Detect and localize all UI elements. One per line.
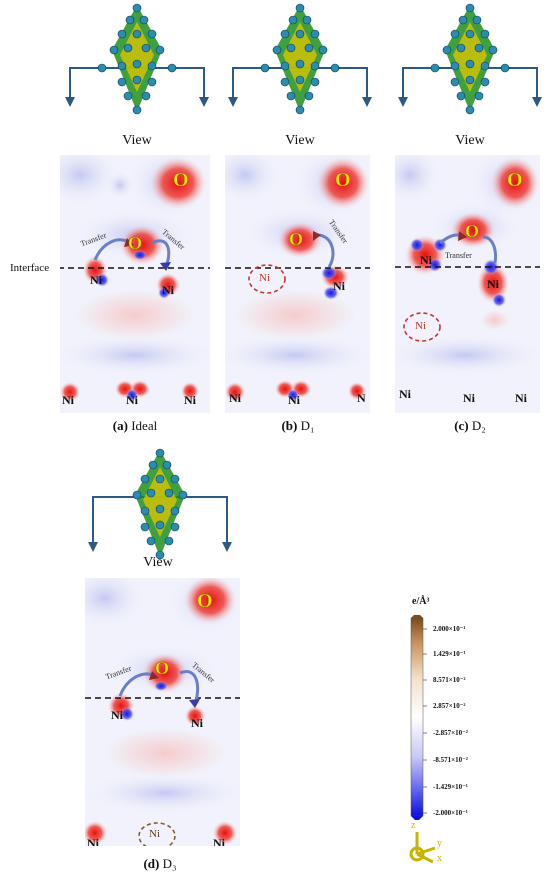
charge-density-panel-c: O O Transfer Ni Ni Ni Ni Ni Ni [395, 155, 540, 413]
caption-letter: (c) [454, 418, 469, 433]
crystal-structure-view-a [62, 0, 212, 120]
nickel-atom-label: Ni [162, 283, 174, 297]
nickel-atom-label: Ni [213, 836, 225, 846]
colorbar-tick-label: 2.000×10⁻¹ [433, 625, 466, 633]
colorbar-tick-label: -1.429×10⁻¹ [433, 783, 468, 791]
colorbar-tick-label: 2.857×10⁻² [433, 702, 466, 710]
nickel-atom-label: Ni [87, 836, 99, 846]
colorbar: 2.000×10⁻¹ 1.429×10⁻¹ 8.571×10⁻² 2.857×1… [405, 615, 505, 820]
nickel-vacancy-label: Ni [259, 272, 270, 284]
oxygen-atom-label: O [128, 233, 143, 253]
oxygen-atom-label: O [507, 169, 523, 191]
nickel-atom-label: Ni [62, 393, 74, 407]
crystal-structure-view-d [85, 445, 235, 565]
oxygen-atom-label: O [335, 169, 351, 191]
nickel-vacancy-label: Ni [415, 320, 426, 332]
colorbar-tick-label: 1.429×10⁻¹ [433, 650, 466, 658]
nickel-atom-label: Ni [288, 393, 300, 407]
nickel-atom-label: Ni [191, 716, 203, 730]
nickel-atom-label: Ni [487, 277, 499, 291]
caption-text: D₁ [300, 418, 315, 433]
view-label-a: View [122, 133, 152, 148]
nickel-atom-label: Ni [111, 708, 123, 722]
oxygen-atom-label: O [155, 658, 170, 678]
nickel-atom-label: Ni [184, 393, 196, 407]
caption-a: (a) Ideal [75, 418, 195, 434]
nickel-atom-label: Ni [399, 387, 411, 401]
crystal-structure-view-b [225, 0, 375, 120]
view-label-b: View [285, 133, 315, 148]
colorbar-tick-label: -8.571×10⁻² [433, 756, 468, 764]
caption-b: (b) D₁ [238, 418, 358, 434]
caption-letter: (b) [281, 418, 298, 433]
nickel-vacancy-label: Ni [149, 828, 160, 840]
charge-density-panel-b: O O Transfer Ni Ni Ni Ni N [225, 155, 370, 413]
caption-letter: (d) [143, 856, 160, 871]
colorbar-unit-label: e/Å³ [412, 596, 430, 607]
caption-c: (c) D₂ [410, 418, 530, 434]
transfer-label: Transfer [445, 251, 472, 260]
nickel-atom-label: Ni [420, 253, 432, 267]
charge-density-panel-d: O O Transfer Transfer Ni Ni Ni Ni Ni [85, 578, 240, 846]
axis-label-y: y [437, 838, 442, 849]
colorbar-tick-label: -2.857×10⁻² [433, 729, 468, 737]
caption-text: D₂ [471, 418, 486, 433]
nickel-atom-label: Ni [333, 279, 345, 293]
nickel-atom-label: Ni [515, 391, 527, 405]
nickel-atom-label: N [357, 391, 366, 405]
axis-triad-icon: z y x [405, 820, 445, 866]
oxygen-atom-label: O [289, 229, 304, 249]
nickel-atom-label: Ni [126, 393, 138, 407]
crystal-structure-view-c [395, 0, 545, 120]
axis-label-x: x [437, 853, 442, 864]
caption-letter: (a) [112, 418, 128, 433]
caption-text: Ideal [131, 418, 158, 433]
caption-d: (d) D₃ [100, 856, 220, 872]
view-label-d: View [143, 555, 173, 570]
oxygen-atom-label: O [173, 169, 189, 191]
colorbar-tick-label: -2.000×10⁻¹ [433, 809, 468, 817]
oxygen-atom-label: O [465, 221, 480, 241]
nickel-atom-label: Ni [90, 273, 102, 287]
charge-density-panel-a: O O Transfer Transfer Ni Ni Ni Ni Ni [60, 155, 210, 413]
interface-label: Interface [10, 262, 50, 274]
colorbar-tick-label: 8.571×10⁻² [433, 676, 466, 684]
nickel-atom-label: Ni [229, 391, 241, 405]
oxygen-atom-label: O [197, 590, 213, 612]
nickel-atom-label: Ni [463, 391, 475, 405]
axis-label-z: z [411, 820, 416, 831]
view-label-c: View [455, 133, 485, 148]
caption-text: D₃ [162, 856, 177, 871]
